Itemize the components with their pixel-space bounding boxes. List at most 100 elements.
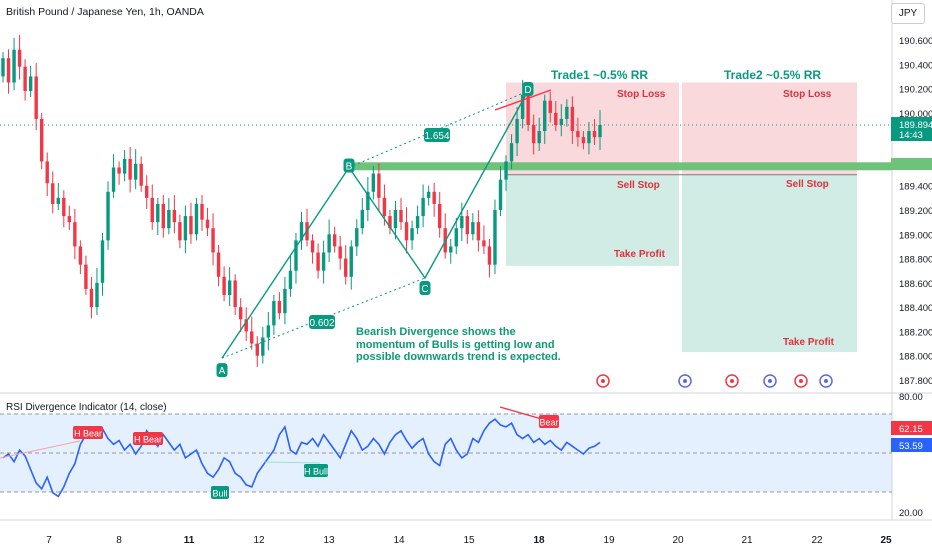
candle-body	[73, 222, 77, 247]
trade2-stop-loss: Stop Loss	[783, 89, 832, 100]
time-tick: 22	[811, 535, 823, 546]
candle-body	[316, 252, 320, 271]
divergence-note: Bearish Divergence shows the momentum of…	[356, 326, 561, 363]
chart-title: British Pound / Japanese Yen, 1h, OANDA	[6, 6, 204, 18]
time-tick: 20	[672, 535, 684, 546]
resistance-band	[350, 162, 892, 171]
candle-body	[200, 203, 204, 220]
candle-body	[321, 252, 326, 271]
candle-body	[62, 197, 66, 217]
svg-text:0.602: 0.602	[309, 318, 334, 329]
point-c-label: C	[419, 281, 431, 295]
rsi-bear-label: Bear	[539, 415, 559, 428]
candles	[1, 34, 602, 367]
price-tick: 190.600	[899, 36, 932, 47]
candle-body	[34, 76, 38, 119]
last-price-value: 189.894	[899, 120, 932, 131]
rsi-hbear-label-2: H Bear	[133, 432, 163, 445]
candle-body	[216, 252, 221, 277]
candle-body	[299, 222, 304, 241]
candle-body	[371, 173, 376, 192]
candle-body	[570, 106, 575, 132]
svg-text:B: B	[346, 162, 353, 173]
time-tick: 19	[603, 535, 615, 546]
candle-body	[482, 240, 486, 247]
candle-body	[227, 280, 232, 295]
candle-body	[12, 49, 16, 83]
price-tick: 188.600	[899, 279, 932, 290]
rsi-hbull-label: H Bull	[304, 464, 328, 477]
candle-body	[1, 58, 5, 77]
candle-body	[233, 280, 237, 308]
candle-body	[559, 118, 564, 125]
candle-body	[554, 112, 558, 125]
svg-text:A: A	[219, 366, 226, 377]
time-tick: 13	[323, 535, 335, 546]
candle-body	[89, 288, 94, 308]
candle-body	[172, 210, 177, 223]
candle-body	[194, 203, 199, 235]
time-tick: 15	[463, 535, 475, 546]
rsi-value-badge	[891, 438, 932, 452]
candle-body	[587, 131, 591, 144]
svg-text:D: D	[524, 85, 531, 96]
candle-body	[67, 216, 72, 223]
candle-body	[537, 131, 541, 144]
candle-body	[388, 216, 392, 229]
candle-body	[261, 337, 265, 356]
candle-body	[493, 210, 497, 265]
candle-body	[111, 167, 116, 192]
svg-text:H Bull: H Bull	[304, 467, 328, 477]
price-tick: 190.000	[899, 109, 932, 120]
event-marker-dot	[601, 379, 605, 383]
grid	[0, 0, 932, 521]
candle-body	[78, 246, 83, 265]
candle-body	[189, 216, 193, 235]
candle-body	[150, 197, 154, 223]
rsi-bear-line	[499, 406, 546, 421]
candle-body	[576, 131, 580, 138]
rsi-panel: H Bear H Bear Bull H Bull Bear	[0, 406, 601, 499]
trade2-profit-zone	[682, 174, 857, 353]
currency-button[interactable]: JPY	[891, 3, 925, 24]
candle-body	[161, 203, 166, 229]
candle-body	[95, 282, 99, 308]
price-tick: 188.000	[899, 352, 932, 363]
candle-body	[266, 325, 271, 338]
candle-body	[509, 143, 514, 162]
point-d-label: D	[522, 82, 534, 96]
trade2-title: Trade2 ~0.5% RR	[724, 68, 821, 82]
candle-body	[598, 125, 602, 138]
candle-body	[465, 216, 470, 235]
candle-body	[543, 100, 547, 132]
candle-body	[288, 270, 293, 289]
svg-text:H Bear: H Bear	[74, 429, 102, 439]
svg-text:1.654: 1.654	[424, 131, 449, 142]
svg-text:C: C	[421, 284, 428, 295]
harmonic-pattern[interactable]: A B C D 0.602 1.654	[216, 82, 833, 388]
rsi-value-badge-text: 53.59	[899, 441, 923, 452]
candle-body	[139, 163, 143, 186]
candle-body	[592, 131, 597, 138]
candle-body	[504, 161, 508, 180]
candle-body	[515, 118, 519, 144]
time-tick: 18	[533, 535, 545, 546]
svg-text:H Bear: H Bear	[134, 435, 162, 445]
candle-body	[332, 234, 337, 247]
candle-body	[310, 240, 315, 253]
candle-body	[338, 246, 342, 259]
price-tick: 187.800	[899, 376, 932, 387]
price-tick: 188.800	[899, 255, 932, 266]
candle-body	[327, 234, 331, 253]
trade2-sell-stop: Sell Stop	[786, 179, 829, 190]
candle-body	[128, 159, 132, 180]
candle-body	[45, 161, 49, 184]
price-tick: 190.400	[899, 60, 932, 71]
trade1-profit-zone	[506, 174, 679, 266]
rsi-bull-label: Bull	[211, 486, 229, 499]
candle-body	[178, 222, 182, 241]
rsi-hbear-line-1	[0, 440, 81, 459]
rsi-title: RSI Divergence Indicator (14, close)	[6, 402, 167, 413]
trade2-take-profit: Take Profit	[783, 337, 835, 348]
